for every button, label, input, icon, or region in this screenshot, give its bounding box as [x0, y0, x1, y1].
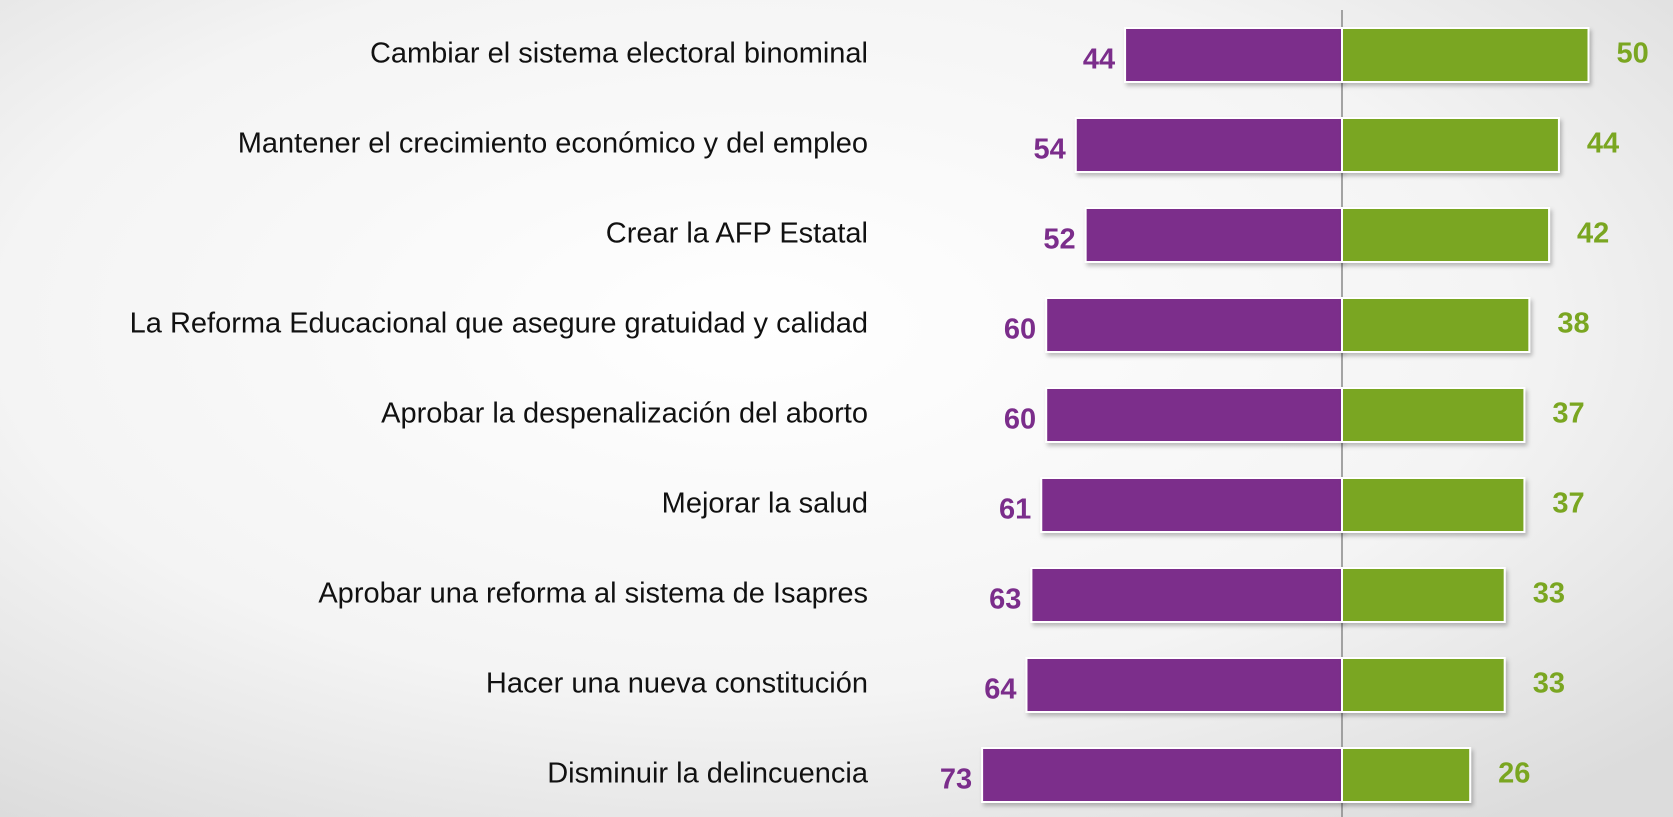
category-label: Aprobar la despenalización del aborto: [381, 398, 868, 430]
value-label: 60: [1004, 314, 1036, 346]
category-label: Cambiar el sistema electoral binominal: [370, 38, 868, 70]
bar: [1341, 117, 1560, 173]
bar: [1341, 747, 1472, 803]
value-label: 61: [999, 494, 1031, 526]
value-label: 50: [1617, 38, 1649, 70]
bar: [1025, 657, 1343, 713]
category-label: Mantener el crecimiento económico y del …: [238, 128, 868, 160]
value-label: 44: [1587, 128, 1619, 160]
value-label: 33: [1533, 578, 1565, 610]
value-label: 42: [1577, 218, 1609, 250]
value-label: 38: [1557, 308, 1589, 340]
value-label: 63: [989, 584, 1021, 616]
bar: [1341, 567, 1506, 623]
value-label: 44: [1083, 44, 1115, 76]
category-label: Crear la AFP Estatal: [606, 218, 868, 250]
category-label: Mejorar la salud: [662, 488, 868, 520]
bar: [1341, 657, 1506, 713]
bar: [1045, 297, 1343, 353]
bar: [1341, 387, 1526, 443]
bar: [1341, 27, 1590, 83]
bar: [1341, 207, 1551, 263]
value-label: 60: [1004, 404, 1036, 436]
bar: [981, 747, 1343, 803]
value-label: 73: [940, 764, 972, 796]
value-label: 52: [1043, 224, 1075, 256]
category-label: Disminuir la delincuencia: [547, 758, 869, 790]
category-label: Hacer una nueva constitución: [486, 668, 868, 700]
value-label: 33: [1533, 668, 1565, 700]
bar: [1341, 477, 1526, 533]
value-label: 26: [1498, 758, 1530, 790]
bar: [1084, 207, 1343, 263]
category-label: Aprobar una reforma al sistema de Isapre…: [318, 578, 868, 610]
bar: [1040, 477, 1344, 533]
value-label: 64: [984, 674, 1016, 706]
value-label: 37: [1552, 398, 1584, 430]
bar: [1341, 297, 1531, 353]
bar: [1074, 117, 1344, 173]
bar: [1030, 567, 1344, 623]
bar: [1124, 27, 1343, 83]
value-label: 54: [1034, 134, 1066, 166]
bar: [1045, 387, 1343, 443]
category-label: La Reforma Educacional que asegure gratu…: [130, 308, 868, 340]
value-label: 37: [1552, 488, 1584, 520]
